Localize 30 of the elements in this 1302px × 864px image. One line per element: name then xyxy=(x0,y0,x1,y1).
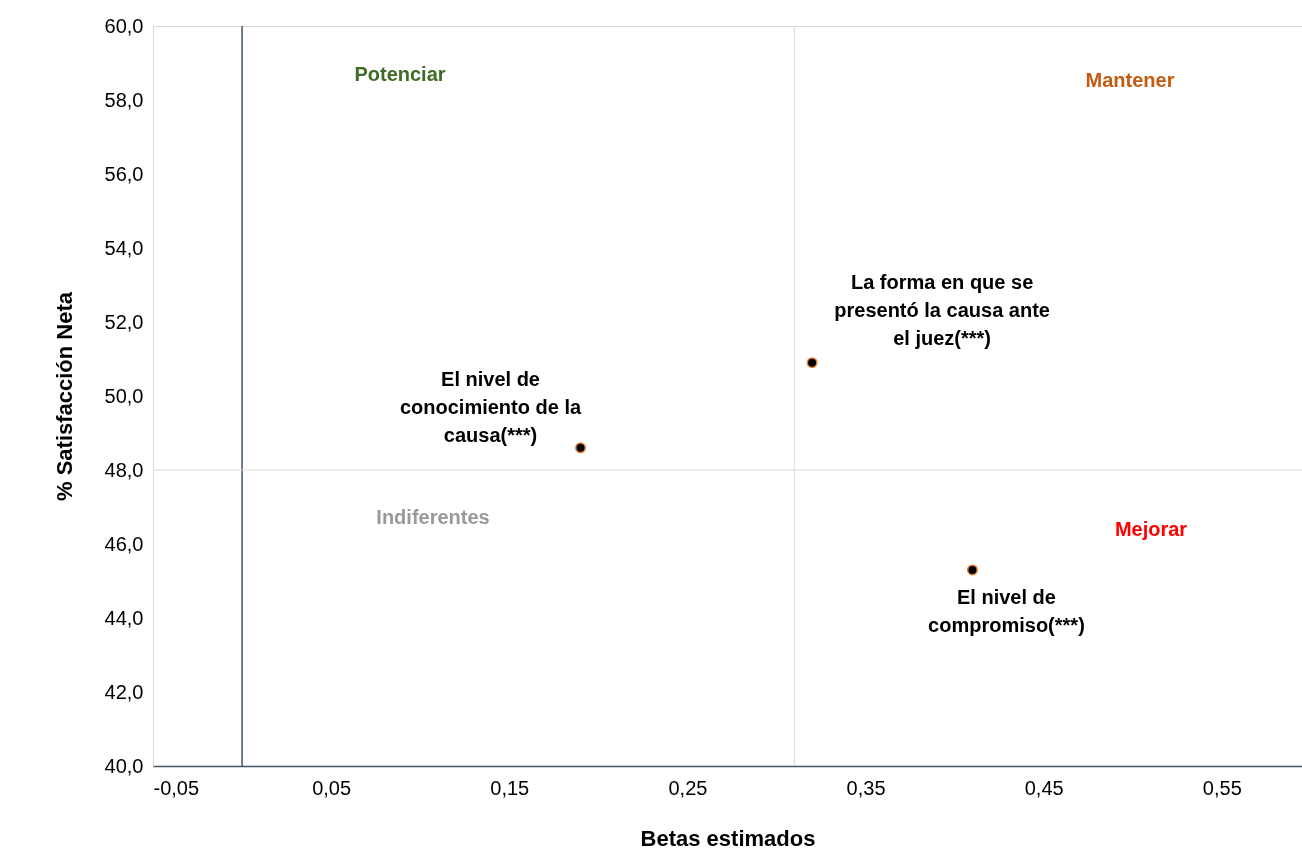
annotation: Mantener xyxy=(1085,69,1175,91)
annotation: Mejorar xyxy=(1114,518,1188,540)
point xyxy=(806,357,818,369)
annotation: El nivel de compromiso(***) xyxy=(928,585,1085,636)
y-tick-label: 54,0 xyxy=(104,236,144,259)
annotation: El nivel de conocimiento de la causa(***) xyxy=(399,367,582,446)
annotation: Indiferentes xyxy=(376,506,490,528)
y-tick-label: 56,0 xyxy=(104,162,144,185)
y-tick-label: 46,0 xyxy=(104,532,144,555)
x-tick-label: 0,15 xyxy=(490,776,530,799)
y-tick-label: 58,0 xyxy=(104,88,144,111)
x-axis-title: Betas estimados xyxy=(640,825,816,851)
y-tick-label: 52,0 xyxy=(104,310,144,333)
x-tick-label: 0,05 xyxy=(312,776,352,799)
y-tick-label: 60,0 xyxy=(104,14,144,37)
point xyxy=(575,442,587,454)
y-tick-label: 50,0 xyxy=(104,384,144,407)
y-tick-label: 40,0 xyxy=(104,754,144,777)
y-tick-label: 48,0 xyxy=(104,458,144,481)
x-tick-label: 0,45 xyxy=(1024,776,1064,799)
x-tick-label: 0,55 xyxy=(1202,776,1242,799)
x-tick-label: 0,25 xyxy=(668,776,708,799)
point xyxy=(966,564,978,576)
y-axis-title: % Satisfacción Neta xyxy=(51,291,77,502)
annotation: Potenciar xyxy=(354,63,446,85)
y-tick-label: 44,0 xyxy=(104,606,144,629)
x-tick-label: -0,05 xyxy=(153,776,200,799)
x-tick-label: 0,35 xyxy=(846,776,886,799)
annotation: La forma en que se presentó la causa ante el juez(***) xyxy=(834,270,1050,349)
y-tick-label: 42,0 xyxy=(104,680,144,703)
